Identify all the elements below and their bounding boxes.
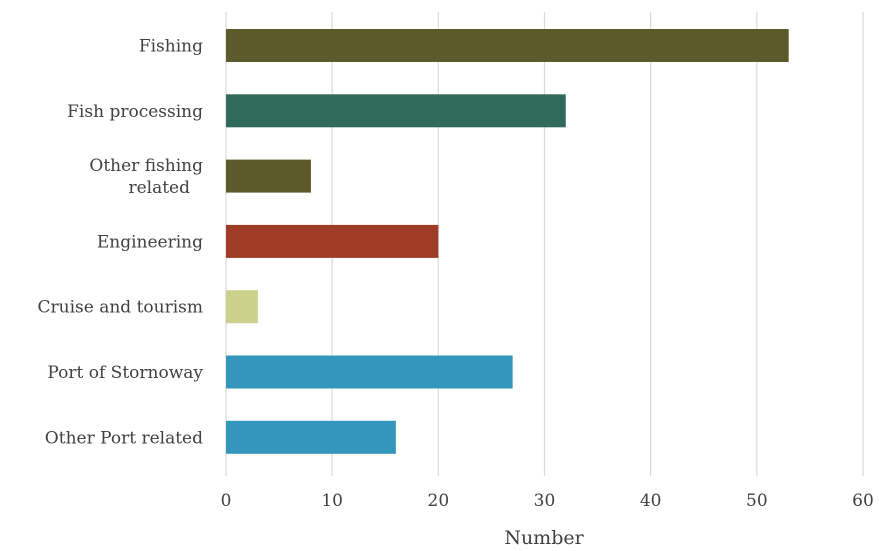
bar — [226, 355, 513, 389]
bar — [226, 159, 311, 193]
category-labels: Fishing Fish processing Other fishing relat… — [37, 37, 203, 449]
category-label: Engineering — [97, 232, 203, 252]
bar — [226, 224, 439, 258]
x-tick-label: 40 — [640, 491, 662, 511]
category-label-line: Other fishing — [89, 156, 203, 176]
category-label: Fish processing — [67, 102, 203, 122]
x-tick-label: 0 — [221, 491, 232, 511]
x-tick-label: 10 — [321, 491, 343, 511]
x-tick-labels: 0 10 20 30 40 50 60 — [221, 491, 874, 511]
x-tick-label: 20 — [428, 491, 450, 511]
x-tick-label: 50 — [746, 491, 768, 511]
bar — [226, 94, 566, 128]
category-label: Cruise and tourism — [37, 298, 203, 318]
category-label: Other fishing related — [89, 156, 203, 198]
x-axis-title: Number — [504, 527, 584, 549]
category-label: Other Port related — [45, 428, 203, 448]
bar — [226, 420, 396, 454]
bars — [226, 29, 789, 454]
x-tick-label: 30 — [534, 491, 556, 511]
category-label: Fishing — [139, 37, 203, 57]
bar — [226, 29, 789, 62]
category-label: Port of Stornoway — [47, 363, 203, 383]
gridlines — [225, 12, 864, 476]
category-label-line: related — [128, 178, 190, 198]
x-tick-label: 60 — [852, 491, 874, 511]
bar — [226, 290, 258, 324]
